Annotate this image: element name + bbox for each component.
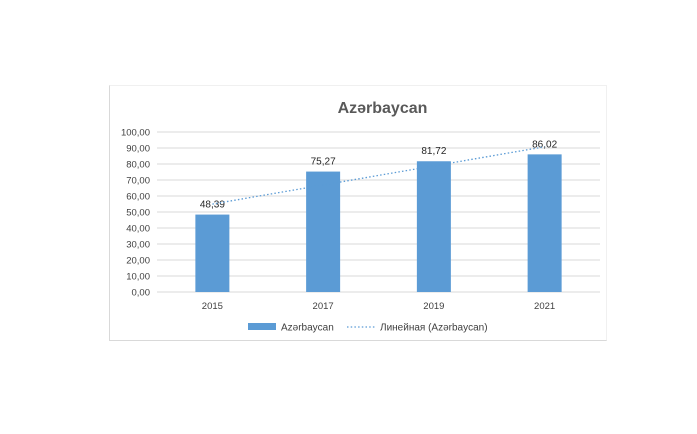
- data-label: 81,72: [421, 146, 446, 157]
- y-tick-label: 90,00: [126, 144, 150, 155]
- y-tick-label: 20,00: [126, 256, 150, 267]
- bar: [416, 161, 451, 292]
- x-tick-label: 2019: [423, 301, 444, 312]
- y-tick-label: 30,00: [126, 240, 150, 251]
- bar: [306, 171, 341, 292]
- legend-swatch-bar: [248, 323, 276, 330]
- y-tick-label: 100,00: [121, 128, 150, 139]
- y-tick-label: 70,00: [126, 176, 150, 187]
- chart-title: Azərbaycan: [338, 100, 428, 117]
- legend-label-trendline: Линейная (Azərbaycan): [380, 323, 488, 334]
- y-tick-label: 80,00: [126, 160, 150, 171]
- chart-frame: Azərbaycan 0,00 10,00 20,00 30,00 40,00 50,00 6…: [109, 85, 607, 341]
- data-label: 75,27: [311, 157, 336, 168]
- data-label: 86,02: [532, 139, 557, 150]
- x-tick-label: 2021: [534, 301, 555, 312]
- legend-label-series: Azərbaycan: [281, 323, 334, 334]
- trendline: [212, 146, 545, 205]
- y-tick-label: 60,00: [126, 192, 150, 203]
- bar-chart: Azərbaycan 0,00 10,00 20,00 30,00 40,00 50,00 6…: [121, 100, 600, 334]
- bar: [527, 154, 562, 292]
- y-tick-label: 40,00: [126, 224, 150, 235]
- data-label: 48,39: [200, 200, 225, 211]
- y-tick-label: 10,00: [126, 272, 150, 283]
- x-tick-label: 2017: [313, 301, 334, 312]
- x-tick-label: 2015: [202, 301, 223, 312]
- y-tick-label: 0,00: [132, 288, 151, 299]
- bar: [195, 214, 230, 292]
- y-tick-label: 50,00: [126, 208, 150, 219]
